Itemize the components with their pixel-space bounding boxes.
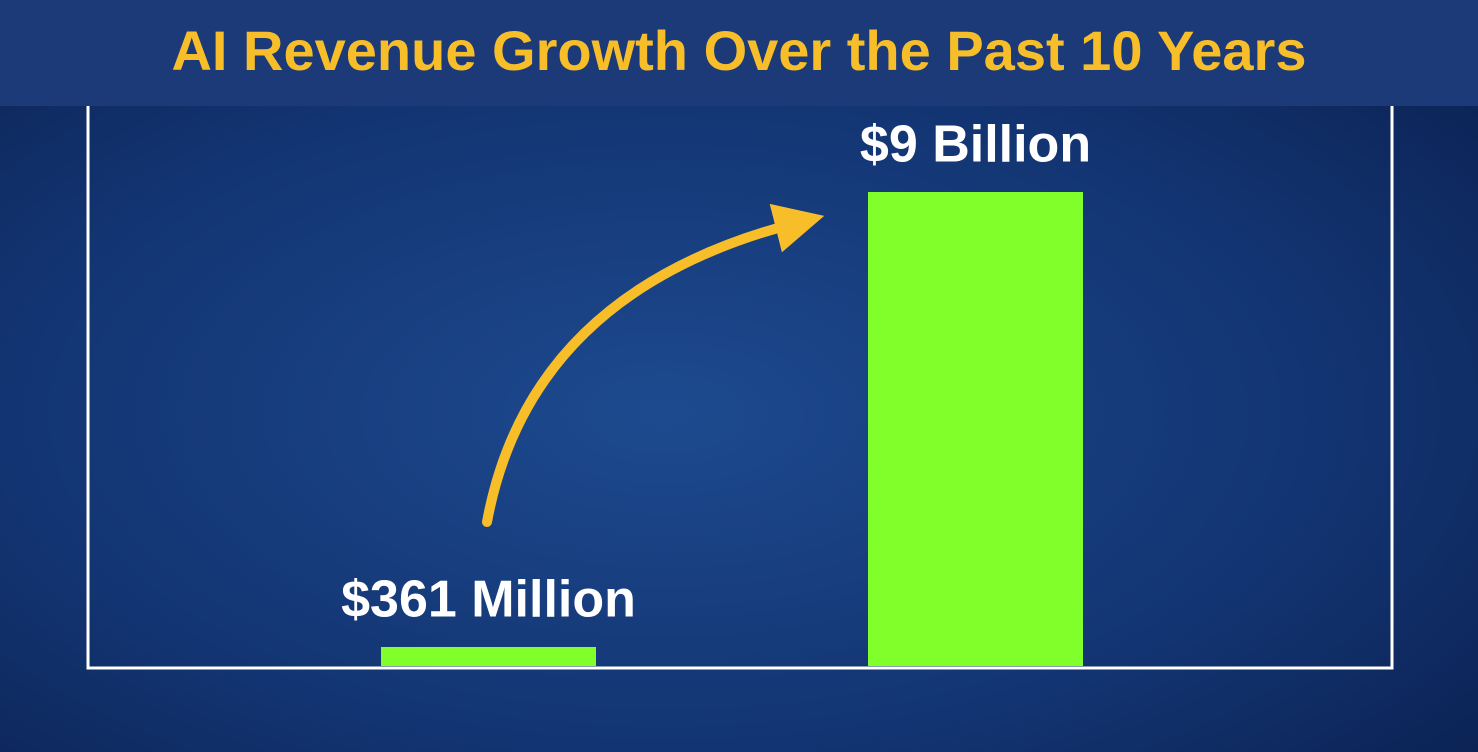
plot-area: $361 Million $9 Billion (341, 116, 1091, 666)
value-label: $9 Billion (860, 116, 1091, 174)
title-band (0, 0, 1478, 106)
growth-arrow (482, 203, 825, 527)
frame (86, 106, 1394, 670)
bar (868, 192, 1083, 666)
bar (381, 646, 596, 666)
chart-title: AI Revenue Growth Over the Past 10 Years (171, 19, 1306, 82)
value-label: $361 Million (341, 571, 636, 629)
